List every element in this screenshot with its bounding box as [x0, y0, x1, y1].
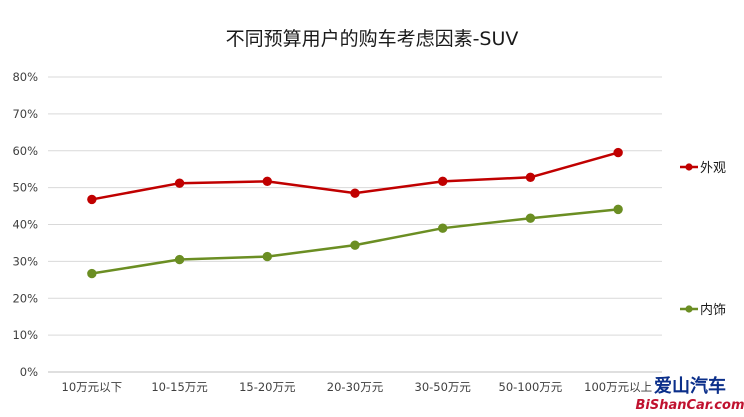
- data-point: [525, 213, 536, 223]
- legend-swatch-marker: [685, 305, 693, 313]
- legend-item: 内饰: [680, 302, 726, 318]
- watermark-bottom-text: BiShanCar.com: [635, 398, 744, 413]
- x-tick-label: 50-100万元: [499, 380, 563, 394]
- data-point: [525, 172, 536, 183]
- y-tick-label: 80%: [12, 70, 38, 84]
- y-tick-label: 60%: [12, 144, 38, 158]
- x-tick-label: 10-15万元: [151, 380, 208, 394]
- gridlines: [48, 76, 662, 373]
- y-tick-label: 30%: [12, 254, 38, 268]
- data-point: [174, 254, 185, 265]
- data-point: [438, 223, 448, 233]
- x-tick-label: 100万元以上: [584, 380, 652, 394]
- x-axis-ticks: 10万元以下 10-15万元 15-20万元 20-30万元 30-50万元 50-100…: [62, 380, 653, 394]
- y-tick-label: 50%: [12, 181, 38, 195]
- x-tick-label: 20-30万元: [327, 380, 384, 394]
- x-tick-label: 15-20万元: [239, 380, 296, 394]
- y-axis-ticks: 0% 10% 20% 30% 40% 50% 60% 70% 80%: [12, 70, 38, 379]
- legend-item: 外观: [680, 161, 726, 176]
- legend-label: 外观: [700, 161, 726, 176]
- data-point: [613, 147, 623, 158]
- y-tick-label: 70%: [12, 107, 38, 121]
- watermark-logo: 爱山汽车 BiShanCar.com: [635, 375, 744, 413]
- x-tick-label: 10万元以下: [62, 380, 123, 394]
- y-tick-label: 40%: [12, 218, 38, 232]
- data-point: [87, 194, 97, 205]
- data-point: [350, 240, 360, 250]
- chart-title: 不同预算用户的购车考虑因素-SUV: [226, 28, 519, 50]
- y-tick-label: 10%: [12, 328, 38, 342]
- y-tick-label: 0%: [20, 365, 38, 379]
- data-point: [87, 268, 97, 279]
- legend-label: 内饰: [700, 302, 726, 318]
- legend-swatch-marker: [685, 163, 693, 171]
- data-point: [613, 204, 623, 215]
- series-2: [87, 204, 623, 279]
- watermark-top-text: 爱山汽车: [654, 375, 726, 397]
- series-1: [87, 147, 623, 205]
- data-point: [438, 176, 448, 187]
- data-point: [350, 188, 360, 198]
- x-tick-label: 30-50万元: [415, 380, 472, 394]
- data-point: [174, 178, 185, 188]
- series-lines: [87, 147, 623, 279]
- y-tick-label: 20%: [12, 291, 38, 305]
- data-point: [262, 251, 272, 262]
- data-point: [262, 176, 272, 187]
